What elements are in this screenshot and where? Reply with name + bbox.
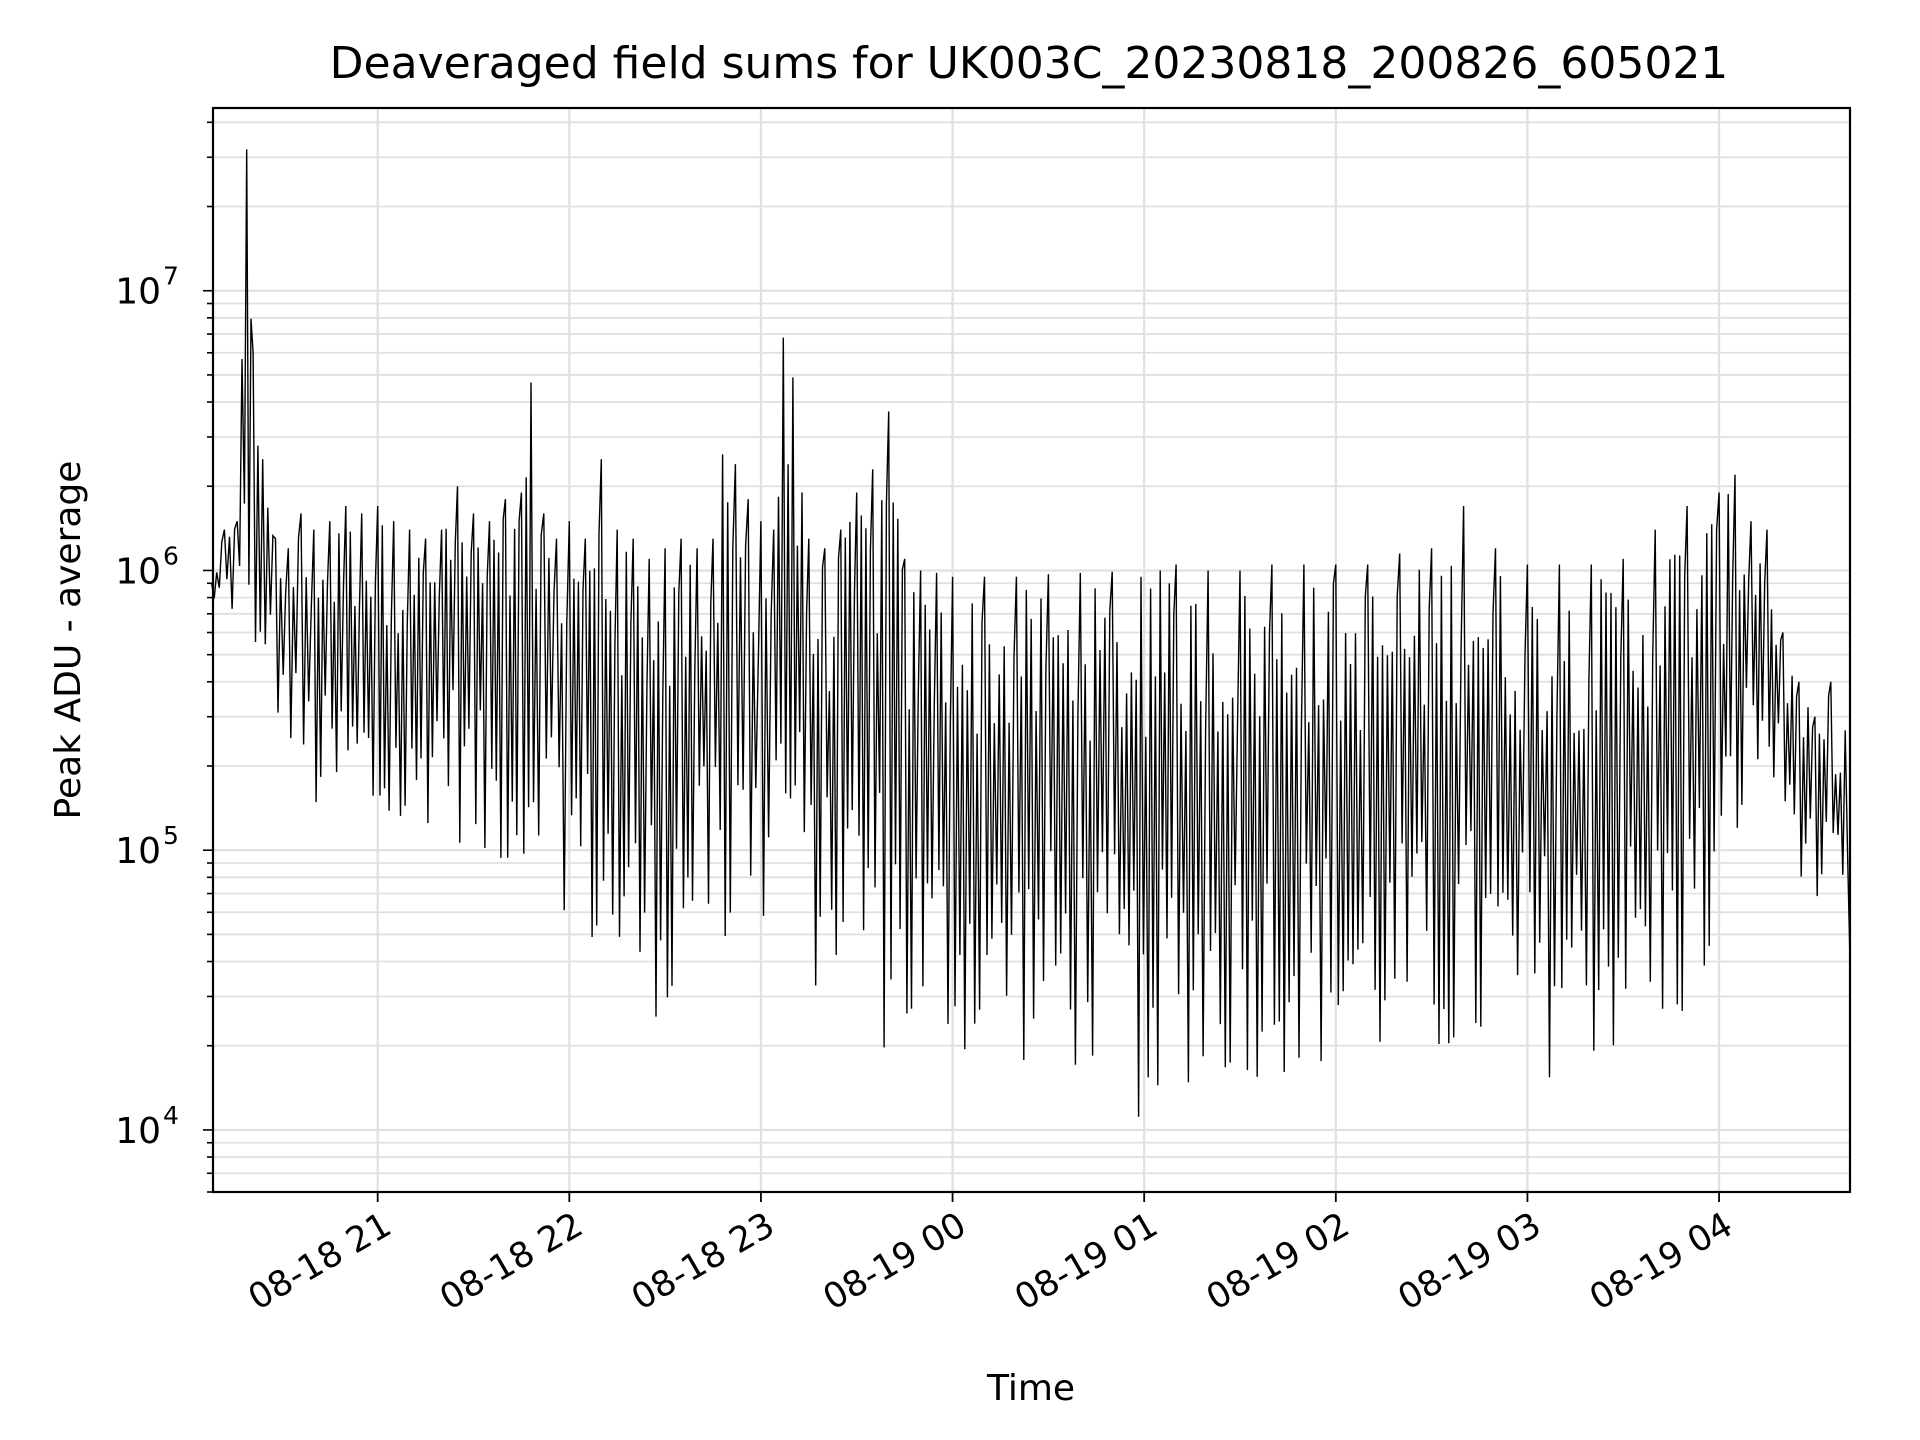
x-tick-label: 08-19 01 xyxy=(1008,1205,1164,1318)
x-tick-label: 08-18 23 xyxy=(625,1205,781,1318)
y-tick-label: 10 xyxy=(115,551,161,592)
x-axis: 08-18 21 08-18 22 08-18 23 08-19 00 08-19 01… xyxy=(242,1192,1740,1318)
plot-frame xyxy=(211,106,1852,1194)
y-tick-label: 10 xyxy=(115,272,161,313)
y-axis-label: Peak ADU - average xyxy=(48,461,89,820)
x-tick-label: 08-18 22 xyxy=(434,1205,590,1318)
chart-title: Deaveraged field sums for UK003C_2023081… xyxy=(330,38,1729,89)
y-tick-exponent: 5 xyxy=(163,821,179,850)
y-tick-exponent: 7 xyxy=(163,262,179,291)
y-tick-exponent: 6 xyxy=(163,541,179,570)
x-tick-label: 08-19 02 xyxy=(1200,1205,1356,1318)
x-tick-label: 08-18 21 xyxy=(242,1205,398,1318)
x-axis-label: Time xyxy=(986,1368,1075,1409)
series-line xyxy=(210,149,1851,1117)
y-tick-label: 10 xyxy=(115,1111,161,1152)
x-tick-label: 08-19 04 xyxy=(1583,1205,1739,1318)
x-tick-label: 08-19 00 xyxy=(817,1205,973,1318)
y-tick-label: 10 xyxy=(115,831,161,872)
x-tick-label: 08-19 03 xyxy=(1392,1205,1548,1318)
y-tick-exponent: 4 xyxy=(163,1101,179,1130)
